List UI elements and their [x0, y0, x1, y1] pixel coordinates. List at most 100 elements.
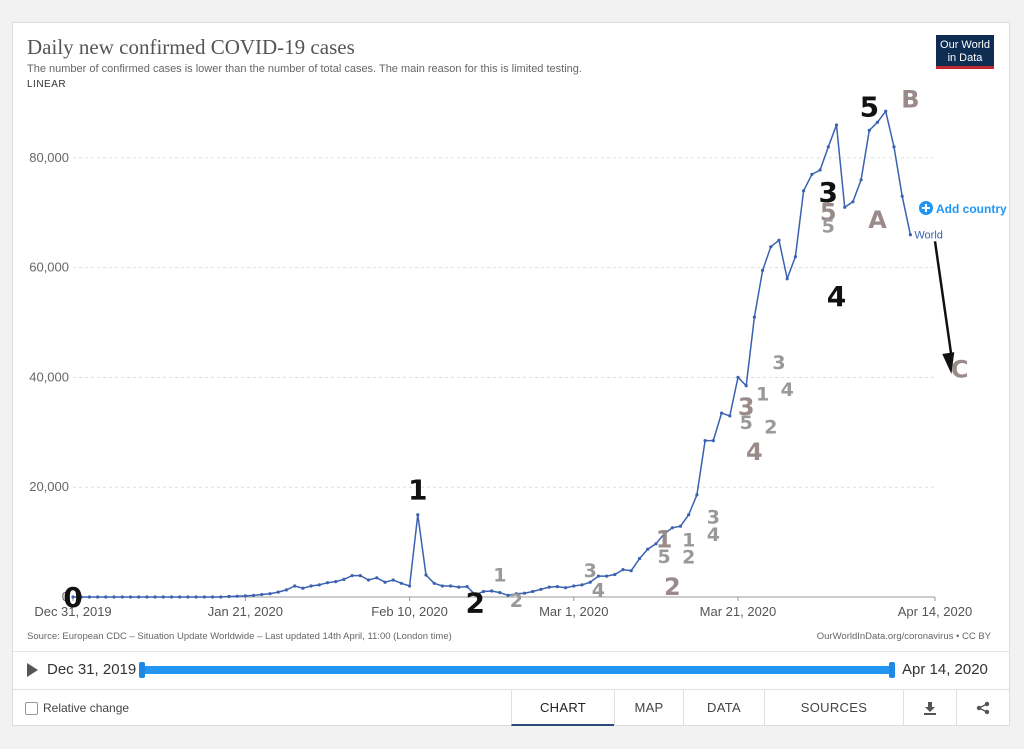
data-point — [243, 594, 247, 598]
relative-change-toggle[interactable]: Relative change — [25, 701, 129, 715]
data-point — [818, 168, 822, 172]
data-point — [662, 532, 666, 536]
annotation-label: 4 — [746, 438, 763, 466]
annotation-label: C — [951, 355, 969, 383]
annotation-label: 3 — [584, 560, 597, 582]
data-point — [391, 578, 395, 582]
series-label-world: World — [914, 230, 943, 242]
annotation-label: 5 — [820, 198, 837, 226]
data-point — [408, 584, 412, 588]
data-point — [646, 547, 650, 551]
data-point — [465, 585, 469, 589]
annotation-label: 3 — [738, 393, 755, 421]
data-point — [752, 315, 757, 319]
y-tick-label: 80,000 — [29, 150, 69, 165]
tab-map[interactable]: MAP — [614, 690, 683, 726]
download-button[interactable] — [903, 690, 956, 726]
y-tick-label: 20,000 — [29, 479, 69, 494]
data-point — [194, 595, 198, 599]
data-point — [202, 595, 206, 599]
data-point — [711, 439, 715, 443]
data-point — [621, 568, 625, 572]
data-point — [416, 513, 420, 517]
data-point — [71, 595, 75, 599]
data-point — [490, 589, 494, 593]
data-point — [802, 189, 806, 193]
data-point — [128, 595, 133, 599]
timeline-start-handle[interactable] — [139, 662, 145, 678]
timeline-end-handle[interactable] — [889, 662, 895, 678]
annotation-label: 4 — [827, 280, 846, 313]
relative-change-label: Relative change — [43, 701, 130, 715]
annotation-label: 5 — [822, 216, 835, 238]
data-point — [211, 595, 215, 599]
data-point — [867, 128, 871, 132]
y-tick-label: 40,000 — [29, 369, 69, 384]
x-tick-label: Mar 21, 2020 — [700, 604, 777, 619]
data-point — [317, 583, 321, 587]
data-point — [366, 578, 371, 582]
annotation-label: A — [868, 206, 887, 234]
plus-glyph — [922, 204, 930, 212]
annotation-label: 1 — [493, 565, 506, 587]
relative-change-checkbox[interactable] — [25, 701, 38, 715]
tab-chart[interactable]: CHART — [511, 690, 614, 726]
y-tick-label: 0 — [62, 589, 69, 604]
x-tick-label: Apr 14, 2020 — [898, 604, 972, 619]
annotation-label: 1 — [408, 473, 427, 506]
data-point — [358, 574, 362, 578]
annotation-arrow-line — [933, 241, 953, 357]
annotation-label: 2 — [764, 416, 777, 438]
data-point — [481, 589, 486, 594]
data-point — [834, 123, 839, 127]
data-point — [728, 414, 732, 418]
annotation-label: 4 — [707, 524, 720, 546]
data-point — [325, 581, 330, 585]
annotation-label: 5 — [740, 412, 753, 434]
timeline-track[interactable] — [143, 666, 893, 674]
annotation-label: 5 — [860, 91, 879, 124]
data-point — [268, 592, 272, 596]
data-point — [260, 592, 264, 597]
data-point — [785, 277, 789, 281]
data-point — [522, 591, 527, 595]
data-point — [235, 594, 239, 598]
data-point — [342, 577, 346, 582]
download-icon — [924, 702, 936, 715]
data-point — [153, 595, 157, 599]
data-point — [506, 593, 510, 598]
scale-toggle[interactable]: LINEAR — [27, 79, 67, 90]
x-tick-label: Dec 31, 2019 — [34, 604, 111, 619]
data-point — [678, 524, 683, 528]
owid-logo[interactable]: Our World in Data — [936, 35, 994, 69]
data-point — [826, 145, 830, 149]
data-point — [514, 592, 518, 596]
annotation-label: 3 — [772, 352, 785, 374]
share-button[interactable] — [956, 690, 1009, 726]
data-point — [334, 580, 338, 584]
logo-line-2: in Data — [947, 52, 983, 64]
credit-link[interactable]: OurWorldInData.org/coronavirus • CC BY — [816, 631, 991, 642]
data-point — [178, 595, 182, 599]
data-point — [572, 584, 576, 588]
line-chart: 0 20,000 40,000 60,000 80,000 Dec 31, 2019 Jan… — [29, 85, 1007, 619]
data-point — [399, 581, 403, 585]
annotation-label: 3 — [707, 506, 720, 528]
add-country-button[interactable]: Add country — [936, 202, 1007, 216]
source-note: Source: European CDC – Situation Update … — [27, 631, 452, 642]
control-bar: Relative change CHART MAP DATA SOURCES — [13, 689, 1009, 727]
data-point — [761, 268, 765, 272]
data-point — [875, 120, 880, 124]
data-point — [440, 584, 444, 588]
y-tick-label: 60,000 — [29, 260, 69, 275]
data-point — [670, 526, 674, 530]
data-point — [169, 595, 174, 599]
data-point — [457, 585, 461, 589]
data-point — [531, 589, 535, 594]
tab-sources[interactable]: SOURCES — [764, 690, 903, 726]
play-icon[interactable] — [27, 663, 38, 677]
data-point — [293, 584, 297, 588]
tab-data[interactable]: DATA — [683, 690, 764, 726]
annotation-label: 1 — [682, 530, 695, 552]
annotation-label: 1 — [756, 383, 769, 405]
